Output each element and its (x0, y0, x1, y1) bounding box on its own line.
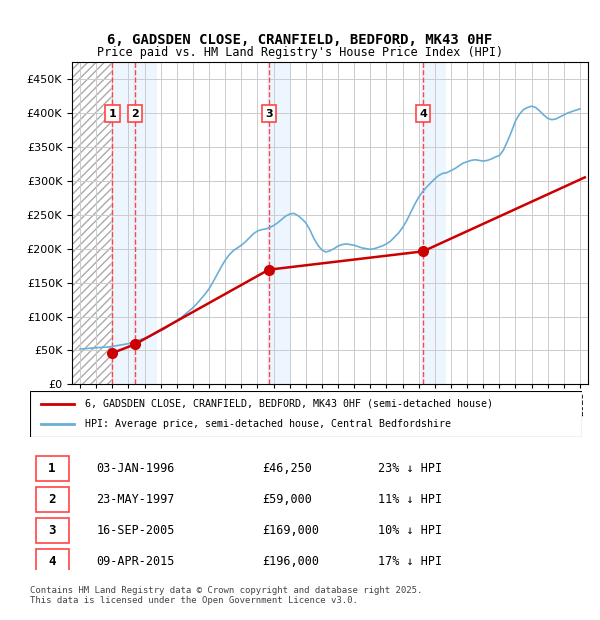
Text: £46,250: £46,250 (262, 463, 312, 475)
Text: 16-SEP-2005: 16-SEP-2005 (96, 525, 175, 537)
Text: £196,000: £196,000 (262, 556, 319, 568)
FancyBboxPatch shape (35, 549, 68, 574)
Text: 1: 1 (49, 463, 56, 475)
Text: 6, GADSDEN CLOSE, CRANFIELD, BEDFORD, MK43 0HF: 6, GADSDEN CLOSE, CRANFIELD, BEDFORD, MK… (107, 33, 493, 47)
Text: £169,000: £169,000 (262, 525, 319, 537)
Text: 10% ↓ HPI: 10% ↓ HPI (378, 525, 442, 537)
Text: 4: 4 (49, 556, 56, 568)
Text: Contains HM Land Registry data © Crown copyright and database right 2025.
This d: Contains HM Land Registry data © Crown c… (30, 586, 422, 605)
Text: £59,000: £59,000 (262, 494, 312, 506)
Bar (133, 62, 157, 384)
Text: 17% ↓ HPI: 17% ↓ HPI (378, 556, 442, 568)
Text: 4: 4 (419, 108, 427, 118)
Text: 2: 2 (49, 494, 56, 506)
Bar (72, 62, 112, 384)
Text: 11% ↓ HPI: 11% ↓ HPI (378, 494, 442, 506)
Text: 09-APR-2015: 09-APR-2015 (96, 556, 175, 568)
Text: 23-MAY-1997: 23-MAY-1997 (96, 494, 175, 506)
Text: 23% ↓ HPI: 23% ↓ HPI (378, 463, 442, 475)
Text: 6, GADSDEN CLOSE, CRANFIELD, BEDFORD, MK43 0HF (semi-detached house): 6, GADSDEN CLOSE, CRANFIELD, BEDFORD, MK… (85, 399, 493, 409)
Text: 2: 2 (131, 108, 139, 118)
FancyBboxPatch shape (35, 487, 68, 512)
Text: 1: 1 (109, 108, 116, 118)
Text: 3: 3 (265, 108, 272, 118)
FancyBboxPatch shape (35, 518, 68, 543)
FancyBboxPatch shape (35, 456, 68, 481)
Bar (267, 62, 292, 384)
Text: 3: 3 (49, 525, 56, 537)
Text: 03-JAN-1996: 03-JAN-1996 (96, 463, 175, 475)
Text: HPI: Average price, semi-detached house, Central Bedfordshire: HPI: Average price, semi-detached house,… (85, 419, 451, 429)
Text: Price paid vs. HM Land Registry's House Price Index (HPI): Price paid vs. HM Land Registry's House … (97, 46, 503, 59)
Bar (111, 62, 135, 384)
Bar (421, 62, 446, 384)
